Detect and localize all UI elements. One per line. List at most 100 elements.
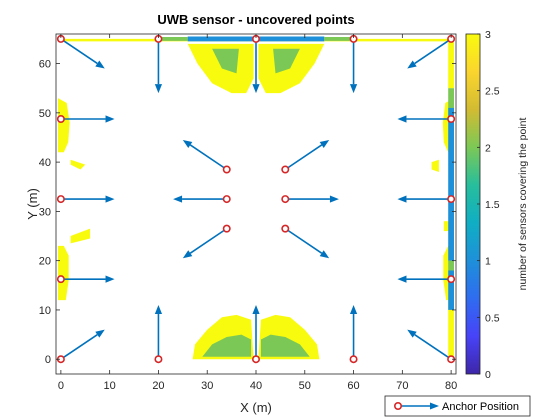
- legend-box: [384, 395, 531, 417]
- colorbar-tick-label: 1.5: [485, 199, 500, 211]
- legend: Anchor Position: [384, 395, 531, 417]
- colorbar: 0 0.5 1 1.5 2 2.5 3 number of sensors covering…: [465, 29, 529, 381]
- anchor-arrow-head: [95, 60, 105, 69]
- colorbar-tick-label: 0.5: [485, 312, 500, 324]
- legend-label: Anchor Position: [442, 401, 519, 413]
- uncovered-region: [448, 88, 454, 108]
- anchor-arrow: [189, 227, 228, 254]
- uncovered-points: [58, 36, 454, 360]
- anchor-marker: [281, 165, 290, 174]
- x-tick-label: 0: [58, 380, 64, 392]
- anchor-arrow-head: [407, 329, 417, 338]
- anchor-arrow-head: [397, 115, 407, 123]
- anchor-arrow: [189, 144, 228, 171]
- uncovered-region: [260, 334, 310, 357]
- y-tick-label: 10: [39, 305, 51, 317]
- uncovered-region: [273, 48, 300, 74]
- anchor-arrow-head: [105, 115, 115, 123]
- y-axis: 0 10 20 30 40 50 60: [39, 59, 456, 366]
- y-axis-label: Y (m): [25, 188, 40, 220]
- anchor-arrow-head: [319, 250, 330, 259]
- colorbar-tick-label: 2.5: [485, 86, 500, 98]
- uncovered-region: [448, 107, 454, 261]
- legend-anchor-marker: [393, 401, 402, 410]
- anchor-arrow-head: [397, 275, 407, 283]
- y-tick-label: 30: [39, 206, 51, 218]
- anchor-arrow-head: [154, 84, 163, 94]
- anchor-arrow-head: [173, 195, 183, 203]
- x-axis: 0 10 20 30 40 50 60 70 80: [58, 34, 457, 392]
- anchor-arrow: [414, 38, 452, 65]
- anchor-arrow-head: [329, 195, 339, 203]
- chart-title: UWB sensor - uncovered points: [157, 12, 354, 27]
- anchor-marker: [222, 195, 231, 204]
- anchor-arrow: [414, 334, 452, 360]
- anchor-arrow-head: [105, 195, 115, 203]
- anchor-marker: [447, 275, 456, 284]
- anchor-arrow-head: [397, 195, 407, 203]
- y-tick-label: 50: [39, 108, 51, 120]
- y-tick-label: 0: [45, 354, 51, 366]
- uncovered-region: [70, 228, 91, 244]
- anchor-marker: [447, 195, 456, 204]
- uncovered-region: [58, 98, 70, 153]
- uncovered-region: [70, 159, 86, 170]
- x-tick-label: 80: [445, 380, 457, 392]
- colorbar-ticks: 0 0.5 1 1.5 2 2.5 3: [477, 29, 500, 381]
- anchor-arrow: [284, 144, 323, 171]
- y-tick-label: 60: [39, 59, 51, 71]
- anchor-marker: [447, 115, 456, 124]
- legend-arrow-head: [430, 402, 439, 410]
- anchor-marker: [154, 355, 163, 364]
- x-axis-label: X (m): [240, 400, 272, 415]
- anchor-arrows: [60, 38, 452, 360]
- uncovered-region: [448, 38, 454, 89]
- anchor-arrow-head: [105, 275, 115, 283]
- uncovered-region: [324, 37, 354, 41]
- colorbar-tick-label: 1: [485, 256, 491, 268]
- anchor-arrow-head: [349, 84, 358, 94]
- anchor-arrow-head: [95, 329, 105, 338]
- colorbar-label: number of sensors covering the point: [517, 118, 529, 291]
- x-tick-label: 70: [396, 380, 408, 392]
- colorbar-tick-label: 0: [485, 369, 491, 381]
- uncovered-region: [443, 221, 450, 232]
- anchor-marker: [56, 275, 65, 284]
- anchor-marker: [349, 355, 358, 364]
- colorbar-tick-label: 2: [485, 142, 491, 154]
- anchor-arrow-head: [182, 250, 193, 259]
- uncovered-region: [158, 37, 188, 41]
- anchor-arrow: [60, 334, 98, 360]
- colorbar-tick-label: 3: [485, 29, 491, 41]
- anchor-marker: [222, 224, 231, 233]
- anchor-marker: [56, 195, 65, 204]
- y-tick-label: 40: [39, 157, 51, 169]
- anchor-arrow-head: [349, 305, 358, 315]
- anchor-arrow-head: [154, 305, 163, 315]
- uncovered-region: [202, 334, 252, 357]
- anchor-marker: [222, 165, 231, 174]
- uncovered-region: [431, 159, 439, 172]
- y-tick-label: 20: [39, 256, 51, 268]
- anchor-marker: [252, 355, 261, 364]
- anchor-arrow-head: [407, 60, 417, 69]
- uncovered-region: [58, 245, 69, 301]
- anchor-marker: [56, 115, 65, 124]
- x-tick-label: 10: [104, 380, 116, 392]
- anchor-marker: [281, 224, 290, 233]
- anchor-arrow-head: [319, 139, 330, 148]
- anchor-markers: [56, 34, 456, 364]
- uncovered-region: [212, 48, 239, 74]
- uncovered-region: [448, 300, 454, 360]
- anchor-marker: [281, 195, 290, 204]
- anchor-arrow: [60, 38, 98, 65]
- x-tick-label: 50: [299, 380, 311, 392]
- anchor-arrow-head: [252, 305, 260, 315]
- x-tick-label: 20: [152, 380, 164, 392]
- anchor-arrow: [284, 227, 323, 254]
- x-tick-label: 60: [347, 380, 359, 392]
- x-tick-label: 30: [201, 380, 213, 392]
- anchor-arrow-head: [252, 84, 260, 94]
- uncovered-region: [448, 260, 454, 271]
